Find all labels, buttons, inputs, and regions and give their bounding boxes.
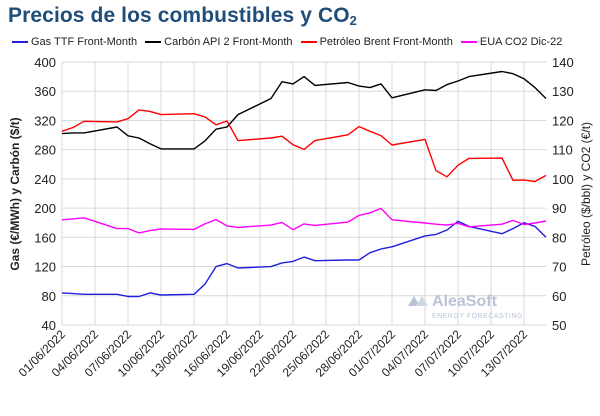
legend-item-brent: Petróleo Brent Front-Month <box>300 36 453 48</box>
y-right-tick-label: 60 <box>552 289 566 304</box>
y-left-tick-label: 160 <box>34 230 56 245</box>
legend-item-co2: EUA CO2 Dic-22 <box>460 36 563 48</box>
y-right-tick-label: 100 <box>552 172 574 187</box>
series-line-2 <box>61 109 547 183</box>
y-right-tick-label: 110 <box>552 143 573 158</box>
y-left-tick-label: 40 <box>42 318 56 333</box>
legend-label-gas: Gas TTF Front-Month <box>31 36 138 48</box>
series-line-3 <box>61 207 547 234</box>
watermark-tagline: ENERGY FORECASTING <box>432 313 523 320</box>
y-right-tick-label: 140 <box>552 55 574 70</box>
legend-swatch-co2 <box>460 41 477 43</box>
y-right-tick-label: 70 <box>552 260 566 275</box>
legend-swatch-brent <box>300 41 317 43</box>
y-left-tick-label: 360 <box>34 84 56 99</box>
legend-item-gas: Gas TTF Front-Month <box>12 36 137 48</box>
y-left-tick-label: 240 <box>34 172 56 187</box>
grid <box>61 61 546 326</box>
y-left-tick-label: 200 <box>34 201 56 216</box>
legend-label-brent: Petróleo Brent Front-Month <box>319 36 453 48</box>
legend-swatch-gas <box>12 41 28 43</box>
legend-label-coal: Carbón API 2 Front-Month <box>164 36 293 48</box>
y-right-tick-label: 50 <box>552 318 566 333</box>
watermark: AleaSoft ENERGY FORECASTING <box>408 293 523 320</box>
legend: Gas TTF Front-Month Carbón API 2 Front-M… <box>12 36 600 48</box>
y-right-axis-label: Petróleo ($/bbl) y CO2 (€/t) <box>579 122 593 266</box>
y-right-tick-label: 120 <box>552 113 574 128</box>
y-left-tick-label: 320 <box>34 113 56 128</box>
axes: 40 80 120 160 200 240 280 320 360 400 50 60 70 80 90 10… <box>16 55 574 380</box>
y-left-tick-label: 280 <box>34 143 56 158</box>
watermark-brand: AleaSoft <box>432 293 498 310</box>
series-line-0 <box>61 220 547 298</box>
y-left-axis-label: Gas (€/MWh) y Carbón ($/t) <box>8 117 22 270</box>
legend-label-co2: EUA CO2 Dic-22 <box>479 36 563 48</box>
y-right-tick-label: 90 <box>552 201 566 216</box>
y-right-tick-label: 130 <box>552 84 574 99</box>
legend-item-coal: Carbón API 2 Front-Month <box>145 36 293 48</box>
y-left-tick-label: 400 <box>34 55 56 70</box>
y-left-tick-label: 120 <box>34 260 56 275</box>
y-left-tick-label: 80 <box>42 289 56 304</box>
aleasoft-logo-icon <box>408 296 428 306</box>
series-line-1 <box>61 70 547 150</box>
legend-swatch-coal <box>145 41 162 43</box>
chart-title: Precios de los combustibles y CO2 <box>8 4 357 28</box>
y-right-tick-label: 80 <box>552 230 566 245</box>
series-lines <box>61 70 547 298</box>
